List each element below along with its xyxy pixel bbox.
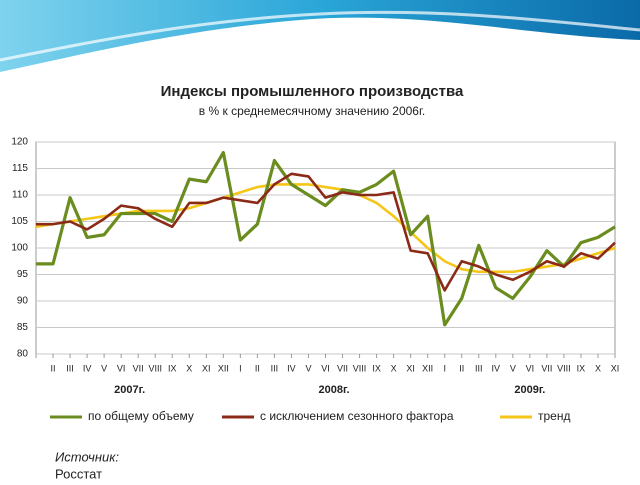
source: Росстат (55, 466, 102, 480)
chart-subtitle: в % к среднемесячному значению 2006г. (199, 104, 425, 118)
x-tick-label: VII (133, 363, 144, 373)
x-tick-label: I (239, 363, 242, 373)
legend-label: тренд (538, 409, 570, 423)
x-group-label: 2008г. (319, 384, 350, 396)
x-group-label: 2009г. (514, 384, 545, 396)
y-tick-label: 120 (11, 137, 28, 148)
x-tick-label: II (459, 363, 464, 373)
x-tick-label: V (101, 363, 107, 373)
x-tick-label: III (66, 363, 74, 373)
x-tick-label: V (510, 363, 516, 373)
x-tick-label: IV (287, 363, 296, 373)
x-tick-label: II (51, 363, 56, 373)
chart-title: Индексы промышленного производства (161, 83, 464, 100)
x-tick-label: I (443, 363, 446, 373)
y-tick-label: 110 (12, 190, 28, 201)
x-tick-label: XII (218, 363, 229, 373)
x-tick-label: X (595, 363, 601, 373)
x-tick-label: III (475, 363, 483, 373)
series-line (36, 151, 616, 327)
x-tick-label: VIII (557, 363, 571, 373)
series-line (36, 172, 616, 292)
x-tick-label: XII (422, 363, 433, 373)
y-tick-label: 80 (17, 349, 29, 360)
series-line (35, 183, 616, 274)
x-tick-label: XI (202, 363, 211, 373)
y-tick-label: 115 (12, 163, 28, 174)
y-tick-label: 100 (11, 243, 28, 254)
x-tick-label: VII (541, 363, 552, 373)
x-tick-label: VI (117, 363, 126, 373)
y-tick-label: 105 (11, 216, 28, 227)
x-tick-label: X (186, 363, 192, 373)
header-wave (0, 0, 640, 72)
x-tick-label: X (391, 363, 397, 373)
x-tick-label: II (255, 363, 260, 373)
x-tick-label: IX (372, 363, 381, 373)
x-tick-label: IX (168, 363, 177, 373)
x-tick-label: IX (577, 363, 586, 373)
x-group-label: 2007г. (114, 384, 145, 396)
x-tick-label: VII (337, 363, 348, 373)
header-wave-line (0, 10, 640, 62)
x-tick-label: IV (492, 363, 501, 373)
x-tick-label: VIII (353, 363, 367, 373)
legend-label: по общему объему (88, 409, 194, 423)
x-tick-label: VI (321, 363, 330, 373)
x-tick-label: V (305, 363, 311, 373)
x-tick-label: III (271, 363, 279, 373)
x-tick-label: XI (611, 363, 620, 373)
legend-label: с исключением сезонного фактора (260, 409, 454, 423)
x-tick-label: VIII (148, 363, 162, 373)
source-label: Источник: (55, 449, 119, 464)
y-tick-label: 90 (17, 296, 29, 307)
x-tick-label: VI (526, 363, 535, 373)
x-tick-label: XI (406, 363, 415, 373)
y-tick-label: 85 (17, 322, 29, 333)
x-tick-label: IV (83, 363, 92, 373)
y-tick-label: 95 (17, 269, 29, 280)
